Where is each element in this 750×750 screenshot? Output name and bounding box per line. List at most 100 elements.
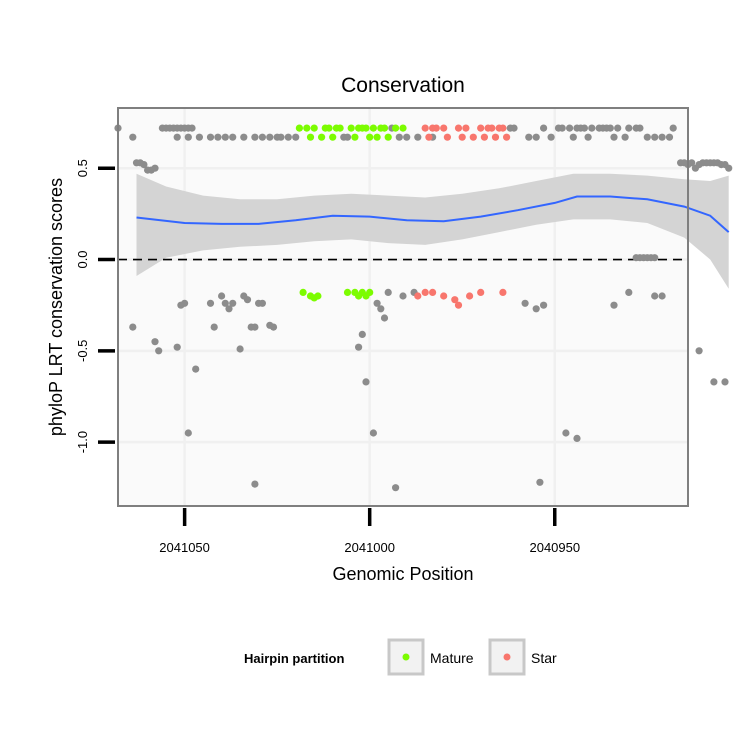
legend-label-star: Star [531,650,557,666]
point-other [155,347,163,355]
point-mature [306,133,315,141]
point-star [469,133,477,141]
legend-marker-mature [402,653,410,661]
plot-border [117,107,689,507]
y-axis-title: phyloP LRT conservation scores [46,178,66,436]
point-other [403,133,411,141]
point-other [266,133,274,141]
legend-label-mature: Mature [430,650,474,666]
point-other [188,124,196,132]
point-star [451,296,459,304]
legend-key-mature [387,638,425,676]
point-mature [351,133,359,141]
point-other [399,292,407,300]
point-star [421,288,429,296]
point-other [651,292,659,300]
point-other [195,133,203,141]
point-star [432,124,440,132]
legend-title: Hairpin partition [244,651,344,666]
point-other [566,124,574,132]
point-star [477,124,485,132]
point-other [610,301,618,309]
point-other [173,133,181,141]
point-other [373,299,381,307]
point-other [636,124,644,132]
point-other [129,133,137,141]
point-mature [303,124,311,132]
point-other [569,133,577,141]
x-axis-title: Genomic Position [332,564,473,584]
point-mature [366,133,374,141]
y-tick-label: -1.0 [75,431,90,453]
y-tick-label: -0.5 [75,340,90,362]
point-star [454,301,463,309]
point-mature [318,133,326,141]
point-other [536,478,544,486]
point-other [251,480,259,488]
point-star [477,288,485,296]
point-star [491,133,500,141]
point-star [440,124,448,132]
point-other [610,133,618,141]
point-mature [384,133,392,141]
point-other [221,133,229,141]
point-other [414,133,422,141]
point-other [181,299,189,307]
point-other [384,288,392,296]
point-other [151,338,159,346]
point-other [395,133,403,141]
point-star [425,133,433,141]
point-other [292,133,300,141]
point-star [429,288,437,296]
point-star [458,133,466,141]
legend-marker-star [503,653,511,661]
point-other [625,124,633,132]
point-star [414,292,422,300]
point-mature [295,124,303,132]
point-star [480,133,488,141]
point-mature [299,288,307,296]
point-mature [336,124,344,132]
point-other [669,124,677,132]
point-other [510,124,518,132]
point-other [140,161,148,169]
point-other [225,305,233,313]
point-other [258,133,266,141]
point-other [721,378,729,386]
smooth-curve [136,195,730,233]
point-other [358,330,366,338]
point-mature [392,124,400,132]
x-tick-label: 2041050 [159,540,210,555]
point-other [221,299,229,307]
point-mature [369,124,377,132]
point-other [243,296,252,304]
y-tick-label: 0.0 [75,250,90,268]
point-star [454,124,463,132]
point-other [540,301,548,309]
point-other [625,288,633,296]
x-tick-label: 2041000 [344,540,395,555]
point-star [421,124,429,132]
point-star [440,292,448,300]
point-other [355,343,363,351]
point-other [258,299,266,307]
point-star [462,124,470,132]
point-mature [314,292,322,300]
point-other [206,299,215,307]
point-other [151,164,159,172]
point-mature [325,124,333,132]
point-other [614,124,622,132]
point-other [343,133,352,141]
point-other [362,378,370,386]
point-other [229,133,237,141]
point-other [588,124,596,132]
point-other [173,343,181,351]
y-axis: -1.0 -0.5 0.0 0.5 [75,159,115,453]
point-other [251,323,259,331]
point-other [532,305,540,313]
point-other [562,429,570,437]
point-mature [399,124,407,132]
point-other [580,124,589,132]
point-star [466,292,474,300]
